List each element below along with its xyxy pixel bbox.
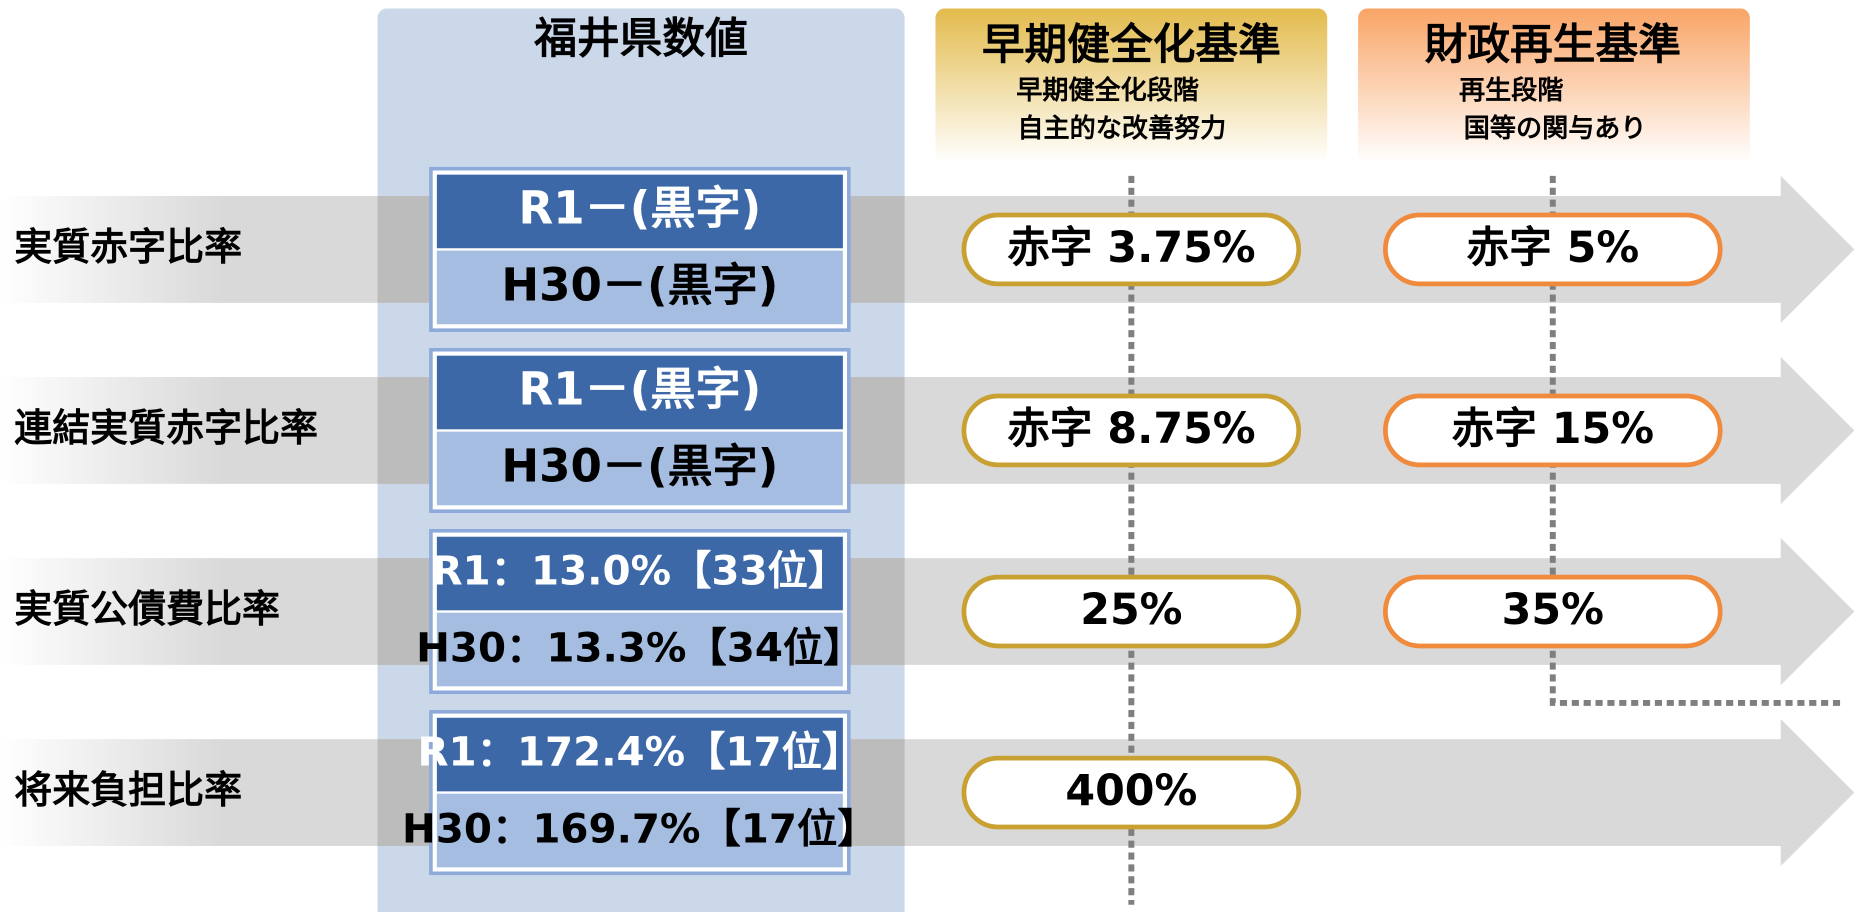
rebuild-header — [1358, 8, 1750, 163]
value-r1: R1－(黒字) — [519, 181, 762, 234]
column-title: 早期健全化基準 — [982, 20, 1281, 70]
value-h30: H30－(黒字) — [501, 259, 778, 312]
early-header — [935, 8, 1328, 163]
value-box-top — [436, 174, 843, 249]
column-title: 財政再生基準 — [1425, 20, 1681, 70]
value-box-bottom — [436, 431, 843, 506]
column-note: 自主的な改善努力 — [1017, 113, 1226, 144]
value-r1: R1：172.4%【17位】 — [417, 729, 862, 776]
value-box-top — [436, 717, 843, 792]
criterion-pill — [1383, 212, 1723, 287]
column-note: 国等の関与あり — [1464, 113, 1647, 144]
criterion-pill — [961, 574, 1302, 649]
rows: 実質赤字比率 R1－(黒字) H30－(黒字) 赤字 3.75% 赤字 5% 連結実質赤字… — [0, 166, 1855, 905]
column-note: 再生段階 — [1459, 75, 1563, 106]
value-h30: H30：169.7%【17位】 — [402, 806, 878, 853]
column-title: 福井県数値 — [533, 14, 748, 64]
value-h30: H30－(黒字) — [501, 440, 778, 493]
dashed-line — [1549, 175, 1843, 706]
row-label: 実質赤字比率 — [14, 225, 242, 269]
criterion-pill — [1383, 393, 1723, 468]
criterion-value: 35% — [1502, 585, 1604, 635]
criterion-pill — [961, 755, 1302, 830]
criterion-value: 赤字 15% — [1452, 404, 1655, 454]
criterion-pill — [1383, 574, 1723, 649]
criterion-pill — [961, 393, 1302, 468]
criterion-value: 赤字 5% — [1466, 223, 1639, 273]
value-box-bottom — [436, 250, 843, 325]
value-box-bottom — [436, 793, 843, 868]
value-r1: R1－(黒字) — [519, 362, 762, 415]
row-label: 実質公債費比率 — [14, 587, 280, 631]
criterion-pill — [961, 212, 1302, 287]
column-note: 早期健全化段階 — [1016, 75, 1199, 106]
value-box-top — [436, 355, 843, 430]
criterion-value: 赤字 8.75% — [1007, 404, 1256, 454]
criterion-value: 25% — [1080, 585, 1182, 635]
criterion-value: 赤字 3.75% — [1007, 223, 1256, 273]
value-h30: H30：13.3%【34位】 — [416, 625, 864, 672]
criterion-value: 400% — [1065, 766, 1197, 816]
row-arrow — [0, 718, 1855, 867]
value-box-bottom — [436, 612, 843, 687]
row-label: 連結実質赤字比率 — [14, 406, 318, 450]
row-label: 将来負担比率 — [14, 768, 242, 812]
value-r1: R1：13.0%【33位】 — [431, 548, 848, 595]
value-box-top — [436, 536, 843, 611]
